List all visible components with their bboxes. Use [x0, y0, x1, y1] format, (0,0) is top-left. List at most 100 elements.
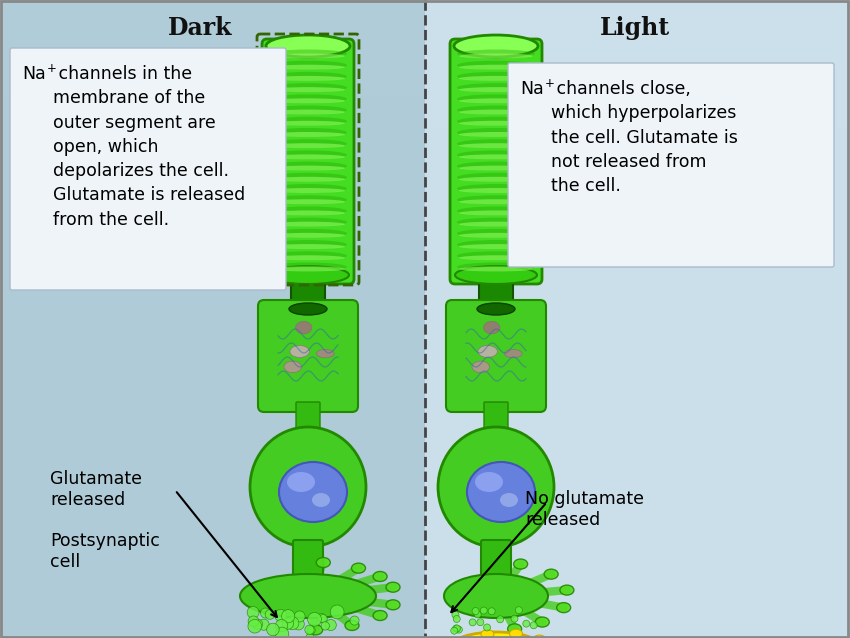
Bar: [0, 207, 425, 223]
Ellipse shape: [438, 427, 554, 547]
Bar: [425, 255, 850, 271]
Ellipse shape: [472, 361, 490, 373]
Text: +: +: [47, 62, 57, 75]
Ellipse shape: [345, 620, 359, 630]
Ellipse shape: [459, 64, 533, 70]
Ellipse shape: [530, 622, 537, 629]
Ellipse shape: [386, 600, 400, 610]
Bar: [425, 415, 850, 431]
Bar: [425, 367, 850, 383]
Bar: [0, 494, 425, 510]
Ellipse shape: [312, 493, 330, 507]
Ellipse shape: [307, 626, 315, 634]
Ellipse shape: [290, 346, 309, 357]
Ellipse shape: [326, 619, 337, 630]
Ellipse shape: [269, 139, 347, 148]
Ellipse shape: [271, 255, 345, 260]
Ellipse shape: [459, 121, 533, 126]
Bar: [425, 335, 850, 351]
FancyBboxPatch shape: [296, 402, 320, 436]
Ellipse shape: [533, 635, 546, 638]
FancyBboxPatch shape: [293, 540, 323, 584]
Ellipse shape: [279, 462, 347, 522]
FancyBboxPatch shape: [450, 39, 542, 284]
Ellipse shape: [271, 121, 345, 126]
Ellipse shape: [453, 616, 460, 623]
Bar: [425, 351, 850, 367]
Ellipse shape: [459, 255, 533, 260]
Ellipse shape: [459, 166, 533, 170]
Bar: [0, 558, 425, 574]
Ellipse shape: [269, 94, 347, 103]
Bar: [425, 590, 850, 606]
Ellipse shape: [452, 611, 459, 618]
Ellipse shape: [454, 35, 538, 57]
Ellipse shape: [459, 54, 533, 59]
Bar: [0, 574, 425, 590]
Ellipse shape: [484, 624, 490, 631]
Bar: [0, 431, 425, 447]
Ellipse shape: [269, 105, 347, 115]
Ellipse shape: [457, 128, 535, 137]
Ellipse shape: [269, 251, 347, 260]
Ellipse shape: [269, 229, 347, 238]
Ellipse shape: [281, 610, 295, 623]
Ellipse shape: [459, 154, 533, 160]
Ellipse shape: [459, 143, 533, 148]
FancyBboxPatch shape: [508, 63, 834, 267]
Ellipse shape: [321, 621, 330, 630]
Bar: [425, 112, 850, 128]
Bar: [425, 494, 850, 510]
Text: Light: Light: [600, 16, 670, 40]
Ellipse shape: [459, 188, 533, 193]
Ellipse shape: [269, 195, 347, 204]
Ellipse shape: [287, 472, 315, 492]
Bar: [0, 303, 425, 319]
Ellipse shape: [457, 139, 535, 148]
Bar: [0, 622, 425, 638]
Bar: [425, 0, 850, 16]
Ellipse shape: [271, 177, 345, 182]
Bar: [425, 622, 850, 638]
Ellipse shape: [469, 619, 476, 626]
Bar: [425, 239, 850, 255]
Ellipse shape: [350, 616, 359, 625]
Text: channels in the
membrane of the
outer segment are
open, which
depolarizes the ce: channels in the membrane of the outer se…: [53, 65, 246, 229]
Bar: [0, 351, 425, 367]
Ellipse shape: [269, 50, 347, 59]
Ellipse shape: [452, 632, 540, 638]
Ellipse shape: [459, 132, 533, 137]
Ellipse shape: [457, 229, 535, 238]
Ellipse shape: [459, 98, 533, 103]
Ellipse shape: [444, 574, 548, 618]
Ellipse shape: [457, 173, 535, 182]
Ellipse shape: [317, 614, 326, 623]
Bar: [0, 335, 425, 351]
Ellipse shape: [267, 266, 349, 284]
Ellipse shape: [457, 262, 535, 272]
Ellipse shape: [472, 607, 479, 614]
Ellipse shape: [271, 87, 345, 92]
Bar: [425, 32, 850, 48]
Ellipse shape: [459, 177, 533, 182]
Ellipse shape: [267, 623, 279, 635]
Bar: [0, 271, 425, 287]
Bar: [0, 175, 425, 191]
Ellipse shape: [309, 625, 323, 635]
Bar: [0, 510, 425, 526]
Bar: [0, 0, 425, 638]
Text: channels close,
which hyperpolarizes
the cell. Glutamate is
not released from
th: channels close, which hyperpolarizes the…: [551, 80, 738, 195]
Bar: [425, 399, 850, 415]
Ellipse shape: [351, 563, 365, 573]
Ellipse shape: [459, 87, 533, 92]
Ellipse shape: [269, 240, 347, 249]
Ellipse shape: [488, 608, 496, 615]
Ellipse shape: [292, 618, 304, 630]
Ellipse shape: [248, 619, 262, 633]
Text: Glutamate
released: Glutamate released: [50, 470, 142, 508]
Ellipse shape: [459, 211, 533, 216]
Bar: [425, 303, 850, 319]
Ellipse shape: [459, 199, 533, 204]
Ellipse shape: [560, 585, 574, 595]
Bar: [425, 526, 850, 542]
